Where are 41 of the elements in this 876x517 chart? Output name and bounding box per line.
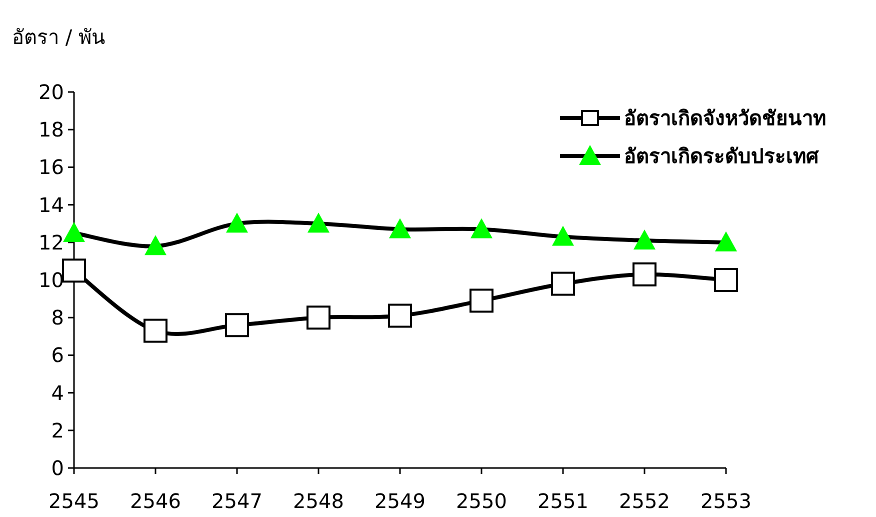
point xyxy=(389,218,411,238)
x-tick-label: 2547 xyxy=(212,489,262,513)
y-tick-label: 18 xyxy=(38,118,64,142)
point xyxy=(715,231,737,252)
x-tick-label: 2552 xyxy=(619,489,670,513)
y-tick-label: 2 xyxy=(51,418,64,442)
legend-label: อัตราเกิดจังหวัดชัยนาท xyxy=(624,106,826,130)
point xyxy=(388,304,412,328)
point xyxy=(225,313,249,338)
point xyxy=(634,230,656,250)
x-tick-label: 2551 xyxy=(538,489,588,513)
y-tick-label: 8 xyxy=(51,306,64,330)
point xyxy=(714,268,738,292)
x-tick-label: 2546 xyxy=(130,489,181,513)
point xyxy=(144,318,168,343)
point xyxy=(306,306,330,330)
x-tick-label: 2553 xyxy=(700,489,752,513)
legend-label: อัตราเกิดระดับประเทศ xyxy=(624,144,820,168)
y-tick-label: 14 xyxy=(38,192,64,217)
y-tick-label: 12 xyxy=(38,230,64,254)
point xyxy=(226,212,248,233)
point xyxy=(551,272,575,296)
point xyxy=(470,218,492,238)
x-tick-label: 2545 xyxy=(48,489,100,513)
x-tick-label: 2549 xyxy=(374,489,426,513)
point xyxy=(144,235,166,256)
point xyxy=(470,288,494,313)
point xyxy=(552,226,574,246)
point xyxy=(62,258,86,283)
point xyxy=(632,262,656,286)
y-tick-label: 20 xyxy=(38,80,64,104)
x-tick-label: 2548 xyxy=(293,489,344,513)
y-tick-label: 6 xyxy=(51,343,64,368)
y-tick-label: 10 xyxy=(38,268,64,292)
y-axis-title: อัตรา / พัน xyxy=(12,25,106,49)
y-tick-label: 0 xyxy=(51,456,64,480)
y-tick-label: 16 xyxy=(38,155,64,180)
point xyxy=(63,222,85,242)
y-tick-label: 4 xyxy=(51,380,64,405)
x-tick-label: 2550 xyxy=(456,489,507,513)
point xyxy=(308,212,330,233)
